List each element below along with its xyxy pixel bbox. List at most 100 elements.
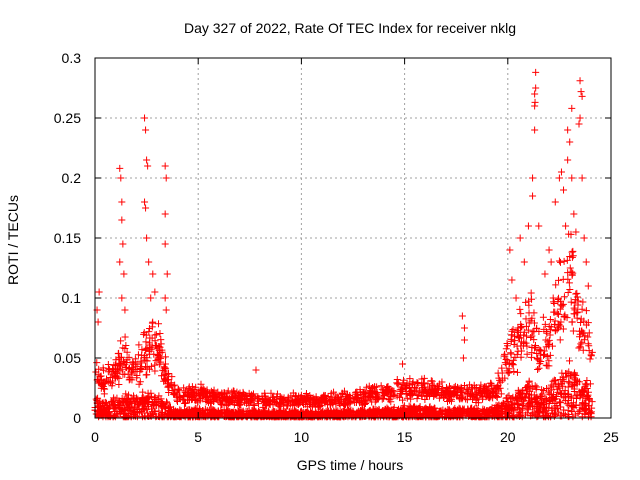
- data-point-outlier: [151, 288, 159, 296]
- data-point: [390, 409, 398, 417]
- data-point: [230, 409, 238, 417]
- data-point: [556, 336, 564, 344]
- data-point: [431, 404, 439, 412]
- data-point: [484, 411, 492, 419]
- data-point: [354, 407, 362, 415]
- data-point-outlier: [576, 114, 584, 122]
- data-point: [466, 381, 474, 389]
- data-point: [558, 302, 566, 310]
- data-point: [479, 395, 487, 403]
- data-point: [523, 350, 531, 358]
- data-point: [475, 386, 483, 394]
- data-point: [470, 391, 478, 399]
- data-point: [431, 385, 439, 393]
- data-point: [222, 402, 230, 410]
- data-point-outlier: [532, 84, 540, 92]
- data-point: [144, 403, 152, 411]
- data-point: [522, 411, 530, 419]
- data-point: [572, 290, 580, 298]
- data-point: [423, 408, 431, 416]
- grid: [95, 58, 611, 418]
- data-point-outlier: [572, 228, 580, 236]
- y-tick-label: 0.15: [54, 230, 81, 246]
- data-point: [494, 386, 502, 394]
- data-point: [578, 390, 586, 398]
- data-point: [253, 397, 261, 405]
- data-point: [539, 398, 547, 406]
- data-point-outlier: [531, 98, 539, 106]
- data-point: [201, 389, 209, 397]
- data-point: [347, 397, 355, 405]
- data-point: [148, 408, 156, 416]
- data-point: [457, 388, 465, 396]
- data-point: [114, 365, 122, 373]
- data-point: [581, 411, 589, 419]
- data-point: [353, 388, 361, 396]
- data-point: [302, 396, 310, 404]
- data-point: [426, 385, 434, 393]
- data-point: [362, 399, 370, 407]
- data-point: [565, 279, 573, 287]
- data-point: [567, 230, 575, 238]
- data-point: [146, 334, 154, 342]
- data-point: [412, 405, 420, 413]
- data-point: [556, 398, 564, 406]
- data-point: [404, 413, 412, 421]
- data-point-outlier: [575, 120, 583, 128]
- data-point: [583, 376, 591, 384]
- data-point-outlier: [506, 246, 514, 254]
- data-point: [259, 403, 267, 411]
- data-point: [559, 300, 567, 308]
- data-point-outlier: [564, 126, 572, 134]
- data-point-outlier: [545, 246, 553, 254]
- data-point-outlier: [95, 288, 103, 296]
- data-point: [121, 344, 129, 352]
- data-point: [164, 383, 172, 391]
- data-point: [546, 351, 554, 359]
- data-point: [579, 386, 587, 394]
- data-point: [107, 397, 115, 405]
- data-point: [546, 397, 554, 405]
- data-point-outlier: [161, 210, 169, 218]
- data-point: [528, 332, 536, 340]
- data-point: [442, 384, 450, 392]
- y-tick-label: 0: [73, 410, 81, 426]
- data-point: [341, 409, 349, 417]
- data-point: [550, 376, 558, 384]
- data-point: [202, 390, 210, 398]
- x-axis-ticks: 0 5 10 15 20 25: [91, 58, 619, 445]
- data-point: [563, 314, 571, 322]
- data-point: [424, 380, 432, 388]
- data-point: [579, 346, 587, 354]
- data-point: [167, 381, 175, 389]
- data-point: [136, 378, 144, 386]
- data-point: [340, 408, 348, 416]
- data-point: [573, 314, 581, 322]
- data-point: [503, 339, 511, 347]
- data-point-outlier: [584, 282, 592, 290]
- data-point: [522, 298, 530, 306]
- data-point: [151, 337, 159, 345]
- data-point: [566, 357, 574, 365]
- data-point: [292, 393, 300, 401]
- data-point-outlier: [547, 258, 555, 266]
- data-point-outlier: [458, 312, 466, 320]
- data-point: [143, 357, 151, 365]
- data-marks: [91, 68, 596, 421]
- data-point: [529, 328, 537, 336]
- data-point: [580, 405, 588, 413]
- x-axis-label: GPS time / hours: [297, 457, 404, 473]
- data-point: [477, 413, 485, 421]
- data-point: [215, 409, 223, 417]
- data-point: [164, 376, 172, 384]
- data-point: [498, 369, 506, 377]
- data-point: [545, 357, 553, 365]
- data-point: [157, 336, 165, 344]
- data-point: [237, 408, 245, 416]
- data-point: [155, 320, 163, 328]
- data-point-outlier: [557, 168, 565, 176]
- data-point: [344, 390, 352, 398]
- data-point: [122, 390, 130, 398]
- data-point: [539, 313, 547, 321]
